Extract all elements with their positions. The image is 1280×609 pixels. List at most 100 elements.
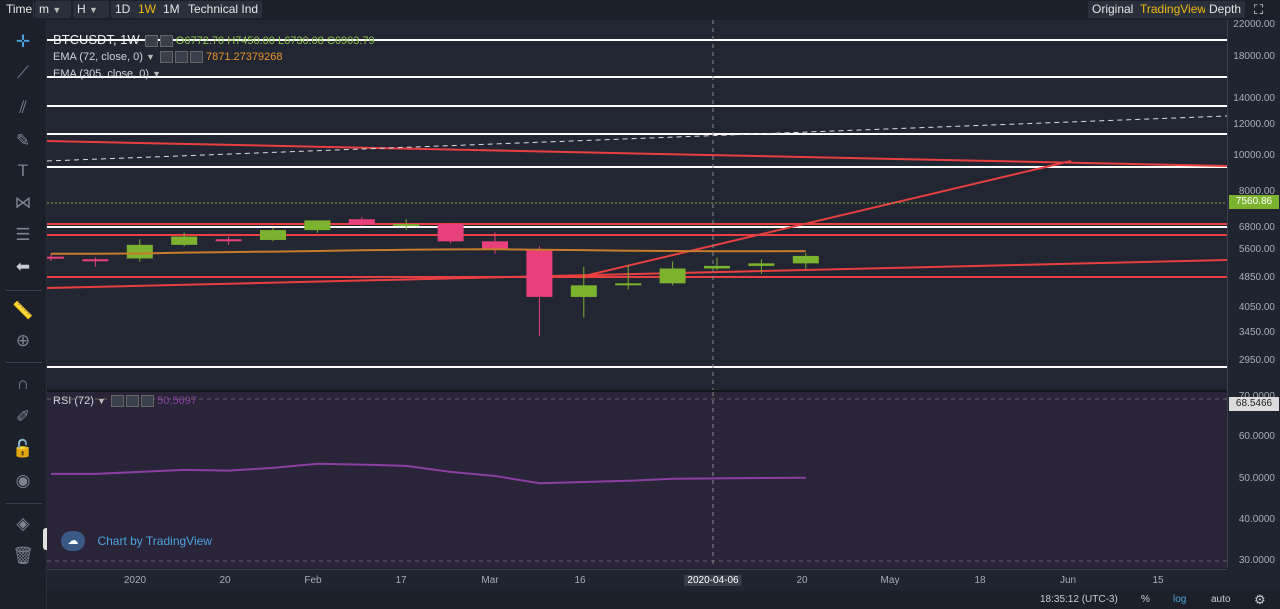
time-tick-label: 2020 xyxy=(123,575,147,586)
brush-icon[interactable]: ✎ xyxy=(15,131,31,150)
watermark-text: Chart by TradingView xyxy=(97,534,212,548)
pane-separator[interactable] xyxy=(47,390,1280,392)
price-tick-label: 22000.00 xyxy=(1233,19,1275,30)
gear-icon[interactable]: ⚙ xyxy=(1254,592,1266,607)
close-icon[interactable] xyxy=(189,51,203,64)
log-scale-toggle[interactable]: log xyxy=(1173,594,1187,605)
pattern-icon[interactable]: ⋈ xyxy=(14,193,32,212)
candle-body xyxy=(615,283,642,286)
price-tick-label: 8000.00 xyxy=(1238,186,1275,197)
price-tick-label: 6800.00 xyxy=(1238,222,1275,233)
price-tick-label: 2950.00 xyxy=(1238,355,1275,366)
time-tick-label: 2020-04-06 xyxy=(684,575,742,586)
price-chart xyxy=(47,20,1227,390)
fullscreen-icon[interactable]: ⛶ xyxy=(1254,2,1264,17)
high-value: H7450.00 xyxy=(227,35,275,47)
time-label: Time xyxy=(6,2,33,16)
symbol-label: BTCUSDT, 1W xyxy=(53,32,140,47)
prediction-icon[interactable]: ☰ xyxy=(15,225,31,244)
ascending-trend-line xyxy=(47,259,1227,289)
candle-body xyxy=(570,285,597,297)
gear-icon[interactable] xyxy=(126,395,140,408)
chevron-down-icon[interactable]: ▼ xyxy=(145,52,155,62)
original-view-button[interactable]: Original xyxy=(1088,1,1138,18)
candle-body xyxy=(792,255,819,264)
chevron-down-icon[interactable]: ▼ xyxy=(97,396,106,406)
price-tick-label: 14000.00 xyxy=(1233,93,1275,104)
ema305-legend: EMA (305, close, 0) ▼ xyxy=(53,68,161,80)
lock-drawing-icon[interactable]: ✐ xyxy=(15,407,31,426)
candle-body xyxy=(171,236,198,245)
time-tick-label: 20 xyxy=(796,575,808,586)
eye-icon[interactable] xyxy=(159,51,173,64)
top-toolbar: Time m ▼ H ▼ 1D 1W 1M Technical Ind Orig… xyxy=(0,0,1280,20)
drawing-tools-sidebar: ✛ ⟋ ⫽ ✎ T ⋈ ☰ ⬅ 📏 ⊕ ∩ ✐ 🔓 ◉ ◈ 🗑 xyxy=(0,20,51,609)
interval-1w-button[interactable]: 1W xyxy=(134,1,160,18)
rsi-chart xyxy=(47,392,1227,568)
layers-icon[interactable]: ◈ xyxy=(16,514,30,533)
zoom-in-icon[interactable]: ⊕ xyxy=(15,331,31,350)
price-pane[interactable]: BTCUSDT, 1W O6772.70 H7450.00 L6730.08 C… xyxy=(47,20,1227,390)
tradingview-logo-icon: ☁ xyxy=(61,531,85,551)
ema72-label: EMA (72, close, 0) xyxy=(53,51,143,63)
rsi-line xyxy=(51,462,806,485)
technical-indicators-button[interactable]: Technical Ind xyxy=(184,1,263,18)
price-tick-label: 18000.00 xyxy=(1233,51,1275,62)
candle-body xyxy=(437,223,464,242)
status-bar: 18:35:12 (UTC-3) % log auto ⚙ xyxy=(47,591,1280,609)
close-icon[interactable] xyxy=(141,395,155,408)
last-price-marker: 7560.86 xyxy=(1229,195,1279,209)
rsi-tick-label: 40.0000 xyxy=(1238,514,1275,525)
candle-body xyxy=(260,230,286,240)
text-tool-icon[interactable]: T xyxy=(17,161,29,180)
chevron-down-icon[interactable]: ▼ xyxy=(152,69,161,79)
price-scale[interactable]: 22000.00 18000.00 14000.00 12000.00 10000.00… xyxy=(1227,19,1280,568)
dashed-channel-line xyxy=(47,115,1227,162)
price-tick-label: 10000.00 xyxy=(1233,150,1275,161)
rsi-legend: RSI (72) ▼ 50.5697 xyxy=(53,395,197,408)
trend-line-icon[interactable]: ⟋ xyxy=(17,63,29,82)
time-tick-label: 17 xyxy=(395,575,407,586)
auto-scale-toggle[interactable]: auto xyxy=(1211,594,1231,605)
gear-icon[interactable] xyxy=(174,51,188,64)
candle-body xyxy=(126,244,153,259)
tradingview-button[interactable]: TradingView xyxy=(1136,1,1211,18)
candle-body xyxy=(748,263,775,266)
clock-readout: 18:35:12 (UTC-3) xyxy=(1040,594,1118,605)
fib-retracement-icon[interactable]: ⫽ xyxy=(19,98,27,117)
ema72-value: 7871.27379268 xyxy=(205,51,283,63)
percent-toggle[interactable]: % xyxy=(1141,594,1150,605)
hour-dropdown[interactable]: H ▼ xyxy=(73,1,109,18)
rsi-tick-label: 60.0000 xyxy=(1238,431,1275,442)
price-tick-label: 5600.00 xyxy=(1238,244,1275,255)
descending-trend-line xyxy=(47,140,1227,167)
candle-body xyxy=(82,259,109,262)
time-axis[interactable]: 2020 20 Feb 17 Mar 16 2020-04-06 20 May 18 Jun 15 xyxy=(47,569,1227,592)
ruler-icon[interactable]: 📏 xyxy=(12,301,34,320)
chevron-down-icon: ▼ xyxy=(89,5,98,15)
settings-box-icon[interactable] xyxy=(159,35,173,48)
candle-body xyxy=(526,249,553,297)
time-tick-label: Feb xyxy=(304,575,322,586)
interval-1d-button[interactable]: 1D xyxy=(111,1,135,18)
time-tick-label: 15 xyxy=(1152,575,1164,586)
breakout-trend-line xyxy=(579,160,1072,278)
open-value: O6772.70 xyxy=(175,35,225,47)
magnet-icon[interactable]: ∩ xyxy=(16,374,30,393)
candle-body xyxy=(482,241,508,250)
rsi-pane[interactable]: RSI (72) ▼ 50.5697 ☁ Chart by TradingVie… xyxy=(47,392,1227,568)
lock-icon[interactable]: 🔓 xyxy=(12,439,34,458)
price-tick-label: 12000.00 xyxy=(1233,119,1275,130)
time-tick-label: 20 xyxy=(219,575,231,586)
rsi-value: 50.5697 xyxy=(157,395,197,407)
minute-dropdown[interactable]: m ▼ xyxy=(35,1,71,18)
interval-1m-button[interactable]: 1M xyxy=(159,1,184,18)
back-arrow-icon[interactable]: ⬅ xyxy=(15,257,31,276)
crosshair-icon[interactable]: ✛ xyxy=(15,32,31,51)
tradingview-watermark[interactable]: ☁ Chart by TradingView xyxy=(61,531,212,551)
depth-button[interactable]: Depth xyxy=(1205,1,1246,18)
settings-box-icon[interactable] xyxy=(144,35,158,48)
eye-icon[interactable]: ◉ xyxy=(15,471,31,490)
eye-icon[interactable] xyxy=(111,395,125,408)
trash-icon[interactable]: 🗑 xyxy=(12,546,34,565)
